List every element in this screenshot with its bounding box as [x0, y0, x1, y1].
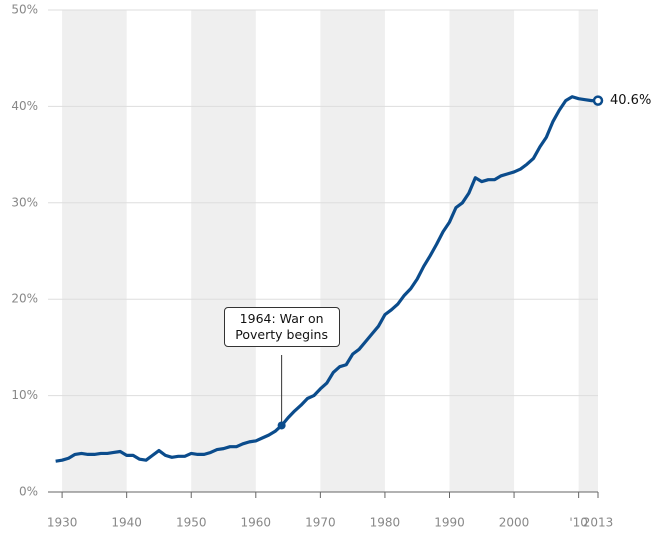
- annotation-point: [277, 421, 286, 430]
- x-tick-label: 1950: [176, 516, 207, 530]
- y-tick-label: 0%: [19, 485, 38, 499]
- x-tick-label: 1940: [111, 516, 142, 530]
- data-line: [55, 95, 598, 463]
- y-tick-label: 20%: [11, 292, 38, 306]
- annotation: 1964: War on Poverty begins: [223, 307, 340, 347]
- x-tick-label: 1990: [434, 516, 465, 530]
- value-label: 40.6%: [610, 93, 651, 108]
- x-tick-label: 1980: [370, 516, 401, 530]
- x-tick-label: '10: [569, 516, 588, 530]
- x-tick-label: 1960: [241, 516, 272, 530]
- decade-band: [578, 10, 598, 492]
- y-tick-label: 10%: [11, 388, 38, 402]
- x-tick-label: 2013: [583, 516, 614, 530]
- x-tick-label: 1970: [305, 516, 336, 530]
- decade-band: [191, 10, 256, 492]
- decade-band: [320, 10, 385, 492]
- end-point: [592, 95, 604, 106]
- y-tick-label: 40%: [11, 99, 38, 113]
- x-tick-label: 2000: [499, 516, 530, 530]
- x-tick-label: 1930: [47, 516, 78, 530]
- y-tick-label: 30%: [11, 195, 38, 209]
- y-tick-label: 50%: [11, 3, 38, 17]
- decade-band: [62, 10, 127, 492]
- decade-band: [449, 10, 515, 492]
